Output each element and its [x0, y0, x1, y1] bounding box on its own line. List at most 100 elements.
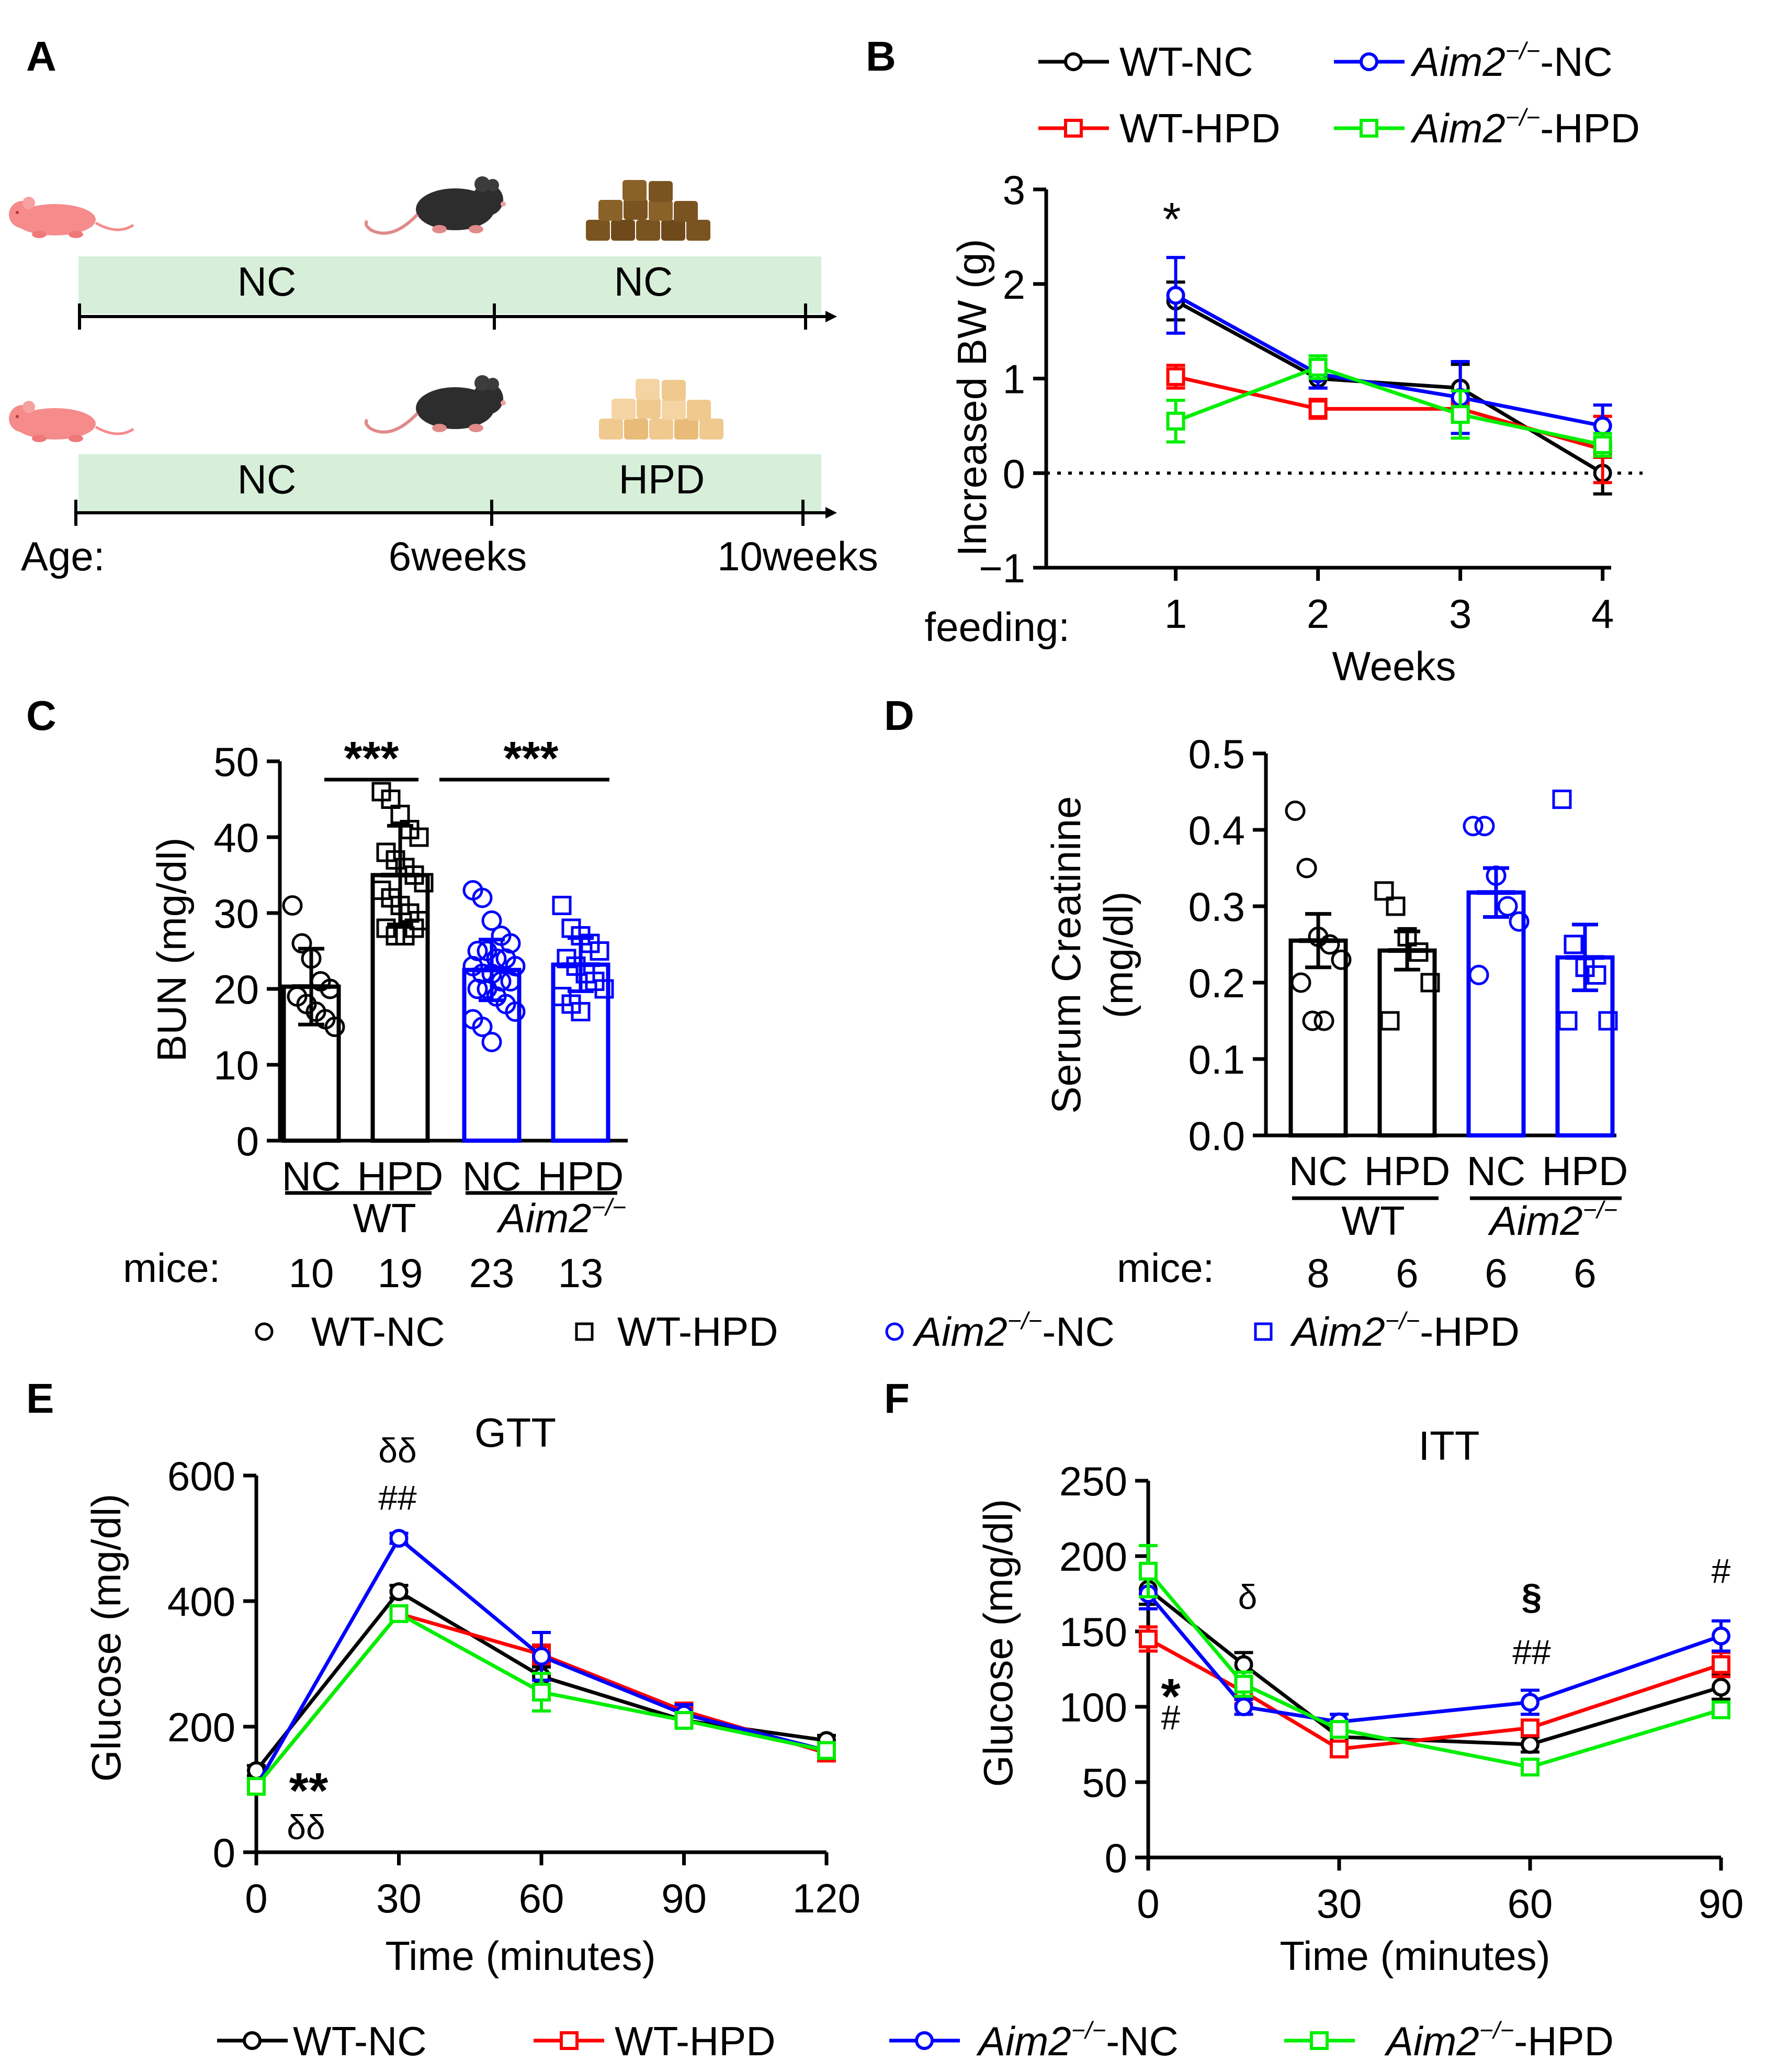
chart-d-group-wt: WT [1341, 1198, 1405, 1244]
point-legend-wt-nc: WT-NC [311, 1309, 445, 1355]
data-point-wt_nc [1234, 1655, 1253, 1674]
bottom-legend-wt-hpd: WT-HPD [615, 2018, 776, 2064]
n-mice-label: 6 [1485, 1250, 1507, 1296]
data-point-wt_nc [389, 1582, 409, 1601]
dot-point [404, 918, 424, 938]
data-point-aim_nc [389, 1529, 409, 1548]
panel-label-d: D [884, 692, 914, 739]
data-point-aim_hpd [1521, 1758, 1539, 1777]
data-point-aim_hpd [389, 1604, 409, 1623]
chart-e-anno-top-delta: δδ [378, 1431, 416, 1470]
data-point-wt_hpd [1166, 367, 1185, 386]
y-tick-label: 2 [1003, 262, 1025, 308]
y-tick-label: 150 [1059, 1609, 1127, 1655]
legend-wt-hpd: WT-HPD [1038, 105, 1281, 151]
data-point-wt_hpd [1139, 1629, 1158, 1649]
chart-b-feeding-label: feeding: [924, 604, 1070, 650]
panel-label-a: A [26, 33, 56, 80]
data-point-aim_hpd [532, 1683, 551, 1702]
dot-point [1374, 881, 1394, 901]
x-tick-label: 60 [519, 1875, 564, 1921]
legend-aim-hpd: Aim2−/−-HPD [1334, 104, 1640, 151]
chart-f-anno-sect: § [1522, 1576, 1542, 1617]
dot-point [1296, 858, 1317, 879]
chart-d: 0.0 0.1 0.2 0.3 0.4 0.5 NC 8 HPD 6 NC 6 HPD 6 [1188, 731, 1628, 1296]
chart-f: 0 50 100 150 200 250 0 30 60 90 [1059, 1458, 1744, 1927]
data-point-wt_hpd [1330, 1739, 1349, 1759]
row2-band [78, 454, 821, 512]
y-tick-label: 0 [213, 1830, 235, 1876]
dot-point [1509, 911, 1530, 932]
dot-point [467, 978, 488, 999]
newborn-mouse-icon-2 [9, 401, 133, 442]
row1-band [78, 256, 821, 314]
bar-3 [1555, 955, 1615, 1138]
dot-point [1463, 816, 1484, 837]
dot-point [282, 895, 303, 916]
dot-point [571, 1002, 591, 1021]
x-tick-label: 4 [1591, 591, 1614, 637]
bottom-legend-aim-nc: Aim2−/−-NC [976, 2017, 1179, 2064]
dot-point [552, 896, 572, 915]
y-tick-label: 200 [167, 1704, 235, 1750]
chart-e-xlabel: Time (minutes) [385, 1933, 655, 1979]
data-point-aim_hpd [1234, 1674, 1253, 1694]
chart-e-anno-top-hash: ## [378, 1478, 417, 1517]
bottom-legend-aim-hpd: Aim2−/−-HPD [1384, 2017, 1614, 2064]
dot-point [594, 979, 614, 999]
data-point-aim_nc [1166, 286, 1185, 305]
dot-point [1285, 801, 1306, 821]
n-mice-label: 6 [1573, 1250, 1596, 1296]
dot-point [1314, 1010, 1334, 1031]
dot-point [324, 1017, 345, 1037]
y-tick-label: 30 [213, 891, 259, 937]
y-tick-label: 400 [167, 1579, 235, 1625]
dot-point [1468, 964, 1489, 985]
dot-point [1564, 934, 1583, 954]
dot-point [1331, 949, 1352, 970]
n-mice-label: 19 [378, 1250, 423, 1296]
x-tick-label: 3 [1449, 591, 1471, 637]
data-point-aim_hpd [1451, 405, 1470, 424]
point-legend: WT-NC WT-HPD Aim2−/−-NC Aim2−/−-HPD [255, 1307, 1520, 1355]
data-point-aim_hpd [1712, 1700, 1730, 1719]
panel-label-c: C [26, 692, 56, 739]
data-point-wt_hpd [1308, 399, 1328, 419]
dot-point [1587, 965, 1606, 985]
data-point-aim_nc [1234, 1697, 1253, 1716]
dot-point [1380, 1011, 1400, 1031]
data-point-aim_nc [532, 1647, 551, 1666]
y-tick-label: 50 [213, 739, 259, 785]
y-tick-label: 20 [213, 966, 259, 1012]
age-label: Age: [21, 533, 105, 579]
data-point-aim_nc [1521, 1693, 1539, 1712]
y-tick-label: 0 [1105, 1835, 1127, 1881]
category-label: HPD [1542, 1148, 1628, 1194]
category-label: NC [1467, 1148, 1526, 1194]
chart-d-mice-label: mice: [1117, 1245, 1214, 1291]
data-point-aim_hpd [1139, 1561, 1158, 1581]
n-mice-label: 6 [1396, 1250, 1418, 1296]
dot-point [1552, 790, 1572, 809]
y-tick-label: −1 [979, 545, 1025, 591]
row1-phase1-label: NC [237, 258, 297, 305]
data-point-aim_hpd [1166, 411, 1185, 431]
dot-point [1386, 896, 1406, 916]
data-point-aim_nc [1712, 1626, 1730, 1646]
chart-f-anno-star: * [1161, 1669, 1181, 1725]
dot-point [1290, 972, 1311, 993]
legend-wt-nc: WT-NC [1038, 39, 1253, 85]
dot-point [1598, 1011, 1618, 1031]
dot-point [590, 941, 609, 961]
x-tick-label: 30 [1317, 1880, 1362, 1927]
series-line-aim_hpd [1175, 365, 1603, 447]
x-tick-label: 90 [661, 1875, 707, 1921]
x-tick-label: 60 [1508, 1880, 1553, 1927]
chow-light-icon [599, 379, 723, 440]
chart-e-title: GTT [474, 1410, 556, 1456]
x-tick-label: 30 [376, 1875, 422, 1921]
dot-point [500, 971, 521, 992]
x-tick-label: 2 [1307, 591, 1329, 637]
bottom-legend-wt-nc: WT-NC [293, 2018, 427, 2064]
